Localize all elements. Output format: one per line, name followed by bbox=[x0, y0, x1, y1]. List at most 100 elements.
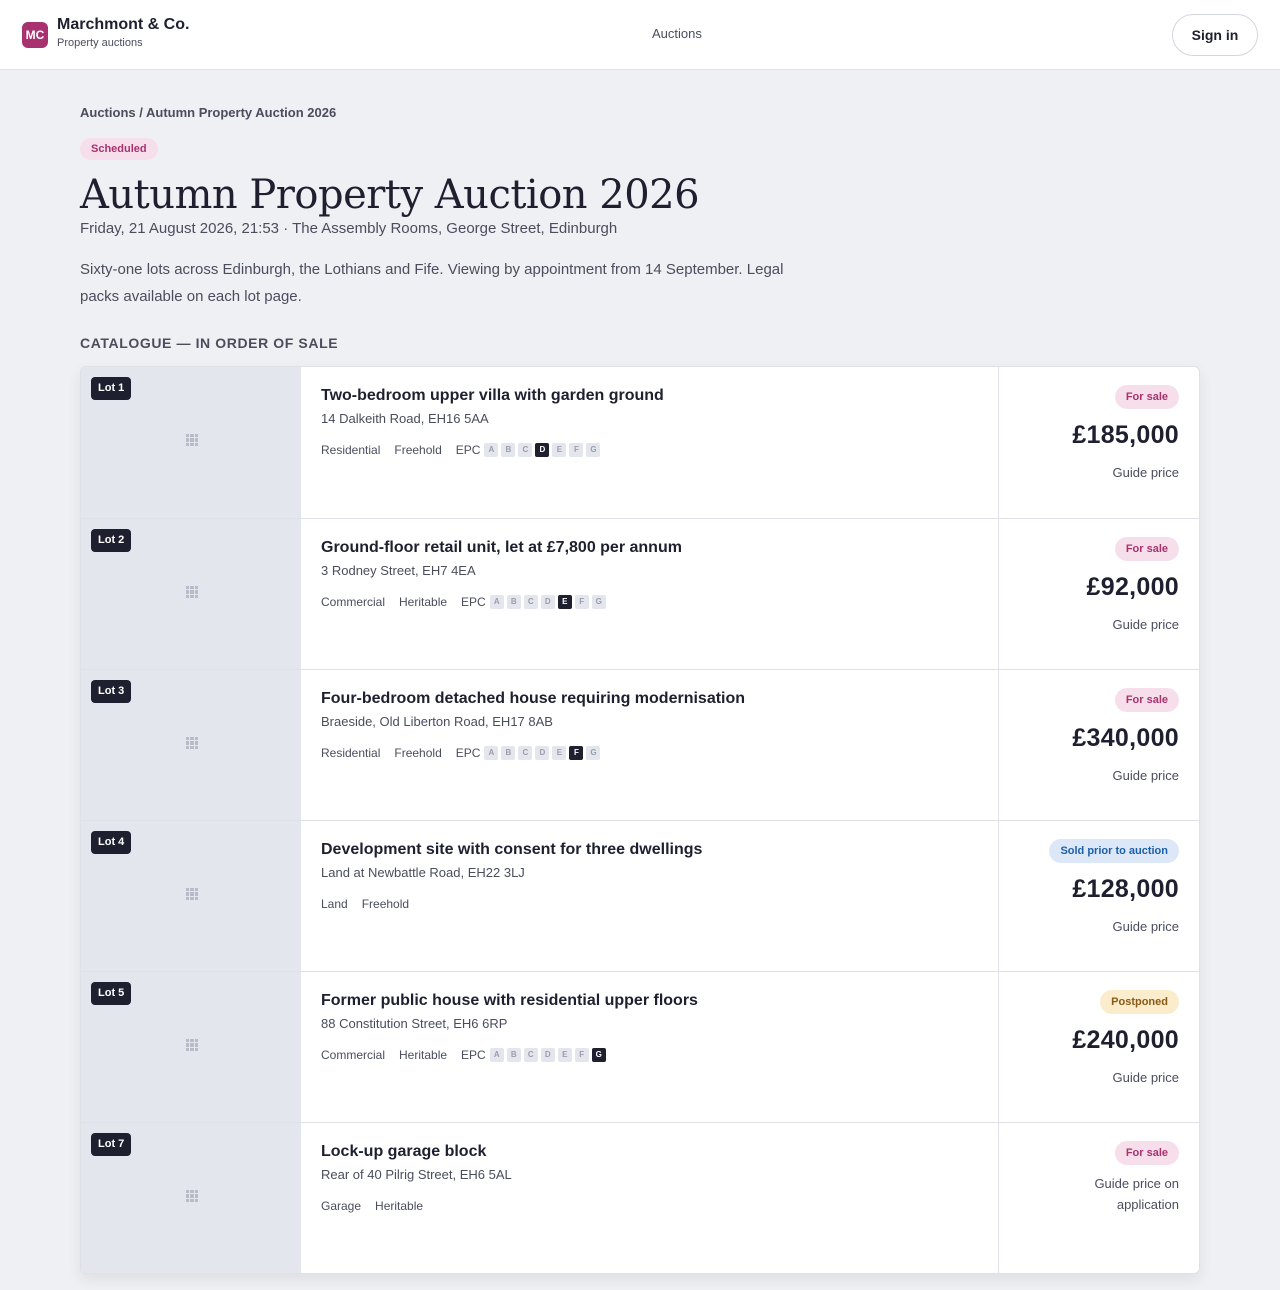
grid-icon-cell bbox=[190, 590, 194, 594]
lot-meta: Residential Freehold EPC A B C D E F G bbox=[321, 746, 978, 760]
grid-icon-cell bbox=[190, 1194, 194, 1198]
grid-icon-cell bbox=[186, 745, 190, 749]
grid-icon-cell bbox=[190, 1043, 194, 1047]
lot-status-badge: For sale bbox=[1114, 537, 1179, 561]
lot-row[interactable]: Lot 5 Former public house with residentia… bbox=[81, 971, 1199, 1122]
lot-title[interactable]: Former public house with residential upp… bbox=[321, 992, 698, 1009]
page-title: Autumn Property Auction 2026 bbox=[80, 172, 700, 218]
epc-band-a: A bbox=[484, 746, 499, 760]
guide-price-value: £340,000 bbox=[1072, 724, 1179, 752]
brand[interactable]: MC Marchmont & Co. Property auctions bbox=[22, 15, 189, 49]
breadcrumb-link-auctions[interactable]: Auctions bbox=[80, 105, 136, 120]
epc-band-g: G bbox=[591, 595, 606, 609]
epc-label: EPC bbox=[455, 443, 481, 457]
epc-rating: EPC A B C D E F G bbox=[456, 746, 604, 760]
lot-type: Residential bbox=[321, 746, 381, 760]
lot-price-panel: For sale £92,000 Guide price bbox=[999, 519, 1199, 669]
lot-price-panel: Sold prior to auction £128,000 Guide price bbox=[999, 821, 1199, 971]
lot-title[interactable]: Development site with consent for three … bbox=[321, 841, 703, 858]
lot-title[interactable]: Two-bedroom upper villa with garden grou… bbox=[321, 387, 664, 404]
grid-icon-cell bbox=[186, 434, 190, 438]
lot-thumbnail[interactable]: Lot 3 bbox=[81, 670, 301, 820]
lot-address: Land at Newbattle Road, EH22 3LJ bbox=[321, 865, 525, 880]
grid-icon-cell bbox=[190, 1039, 194, 1043]
breadcrumb-separator: / bbox=[135, 105, 146, 120]
grid-icon-cell bbox=[186, 590, 190, 594]
lot-row[interactable]: Lot 1 Two-bedroom upper villa with garden… bbox=[81, 367, 1199, 518]
lot-address: Braeside, Old Liberton Road, EH17 8AB bbox=[321, 714, 553, 729]
grid-icon-cell bbox=[194, 745, 198, 749]
guide-price-value: £240,000 bbox=[1072, 1026, 1179, 1054]
grid-icon-cell bbox=[186, 1198, 190, 1202]
lot-row[interactable]: Lot 4 Development site with consent for t… bbox=[81, 820, 1199, 971]
lot-row[interactable]: Lot 2 Ground-floor retail unit, let at £7… bbox=[81, 518, 1199, 669]
epc-rating: EPC A B C D E F G bbox=[461, 595, 609, 609]
lot-number-badge: Lot 4 bbox=[91, 831, 132, 854]
brand-logo: MC bbox=[22, 22, 48, 48]
lot-number-badge: Lot 5 bbox=[91, 982, 132, 1005]
lot-address: Rear of 40 Pilrig Street, EH6 5AL bbox=[321, 1167, 512, 1182]
epc-band-b: B bbox=[506, 595, 521, 609]
grid-icon bbox=[186, 737, 198, 749]
grid-icon-cell bbox=[194, 590, 198, 594]
lot-address: 88 Constitution Street, EH6 6RP bbox=[321, 1016, 508, 1031]
grid-icon-cell bbox=[190, 892, 194, 896]
grid-icon-cell bbox=[190, 1198, 194, 1202]
lot-details: Development site with consent for three … bbox=[301, 821, 999, 971]
lot-details: Former public house with residential upp… bbox=[301, 972, 999, 1122]
epc-band-c: C bbox=[523, 595, 538, 609]
epc-band-g: G bbox=[591, 1048, 606, 1062]
grid-icon bbox=[186, 1039, 198, 1051]
grid-icon-cell bbox=[186, 737, 190, 741]
brand-text: Marchmont & Co. Property auctions bbox=[57, 15, 189, 49]
lot-type: Commercial bbox=[321, 595, 386, 609]
lot-title[interactable]: Four-bedroom detached house requiring mo… bbox=[321, 690, 746, 707]
epc-band-a: A bbox=[484, 443, 499, 457]
auction-description: Sixty-one lots across Edinburgh, the Lot… bbox=[80, 261, 784, 305]
lot-status-badge: Sold prior to auction bbox=[1049, 839, 1179, 863]
grid-icon-cell bbox=[190, 741, 194, 745]
grid-icon-cell bbox=[194, 888, 198, 892]
lot-meta: Commercial Heritable EPC A B C D E F G bbox=[321, 595, 978, 609]
lot-title[interactable]: Lock-up garage block bbox=[321, 1143, 487, 1160]
epc-band-f: F bbox=[569, 443, 584, 457]
epc-band-e: E bbox=[552, 746, 567, 760]
sign-in-button[interactable]: Sign in bbox=[1172, 14, 1258, 56]
lot-status-badge: For sale bbox=[1114, 385, 1179, 409]
nav-link-auctions[interactable]: Auctions bbox=[652, 26, 702, 41]
lot-row[interactable]: Lot 7 Lock-up garage block Rear of 40 Pilr… bbox=[81, 1122, 1199, 1273]
lot-type: Garage bbox=[321, 1199, 362, 1213]
grid-icon-cell bbox=[190, 1047, 194, 1051]
epc-band-f: F bbox=[574, 1048, 589, 1062]
lot-thumbnail[interactable]: Lot 1 bbox=[81, 367, 301, 518]
grid-icon bbox=[186, 888, 198, 900]
lot-title[interactable]: Ground-floor retail unit, let at £7,800 … bbox=[321, 539, 682, 556]
guide-price-caption: Guide price bbox=[1112, 617, 1179, 632]
epc-band-g: G bbox=[586, 746, 601, 760]
lot-thumbnail[interactable]: Lot 7 bbox=[81, 1123, 301, 1273]
grid-icon-cell bbox=[190, 737, 194, 741]
epc-band-d: D bbox=[540, 595, 555, 609]
lot-thumbnail[interactable]: Lot 4 bbox=[81, 821, 301, 971]
breadcrumb: Auctions / Autumn Property Auction 2026 bbox=[80, 105, 336, 120]
grid-icon-cell bbox=[194, 1190, 198, 1194]
epc-band-d: D bbox=[540, 1048, 555, 1062]
grid-icon-cell bbox=[186, 1047, 190, 1051]
grid-icon-cell bbox=[194, 741, 198, 745]
epc-band-b: B bbox=[501, 746, 516, 760]
lot-row[interactable]: Lot 3 Four-bedroom detached house requiri… bbox=[81, 669, 1199, 820]
lot-tenure: Heritable bbox=[399, 595, 448, 609]
lot-number-badge: Lot 7 bbox=[91, 1133, 132, 1156]
lot-list: Lot 1 Two-bedroom upper villa with garden… bbox=[80, 366, 1200, 1274]
lot-meta: Residential Freehold EPC A B C D E F G bbox=[321, 443, 978, 457]
grid-icon-cell bbox=[190, 745, 194, 749]
lot-thumbnail[interactable]: Lot 5 bbox=[81, 972, 301, 1122]
grid-icon-cell bbox=[186, 892, 190, 896]
epc-label: EPC bbox=[461, 595, 486, 609]
guide-price-on-application: Guide price on application bbox=[1094, 1176, 1179, 1212]
grid-icon-cell bbox=[186, 1043, 190, 1047]
epc-rating: EPC A B C D E F G bbox=[456, 443, 604, 457]
grid-icon bbox=[186, 586, 198, 598]
lot-address: 3 Rodney Street, EH7 4EA bbox=[321, 563, 476, 578]
lot-thumbnail[interactable]: Lot 2 bbox=[81, 519, 301, 669]
